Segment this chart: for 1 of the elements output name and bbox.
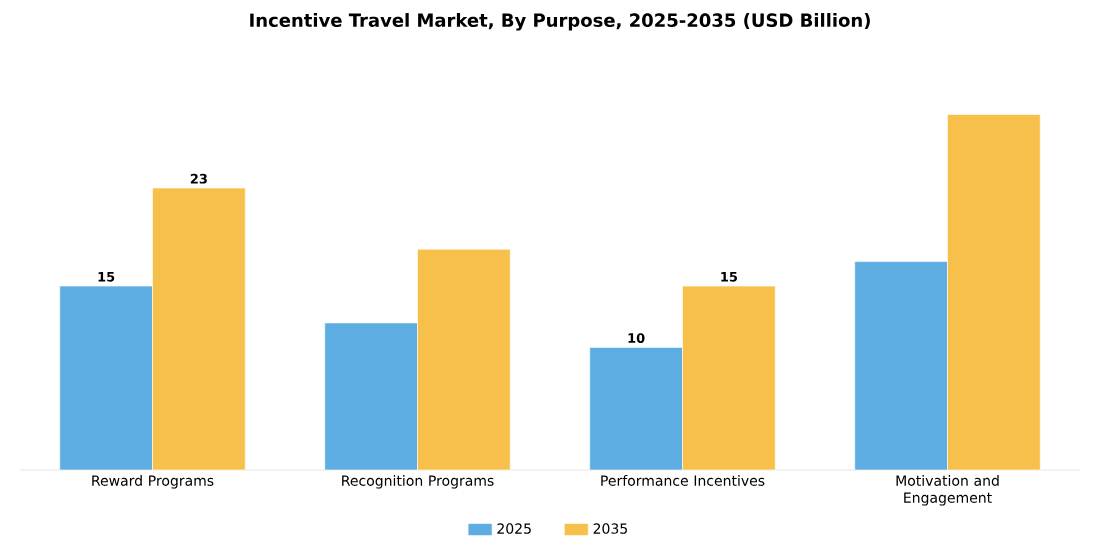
chart-title: Incentive Travel Market, By Purpose, 2025-2035 (USD Billion) (250, 13, 870, 31)
